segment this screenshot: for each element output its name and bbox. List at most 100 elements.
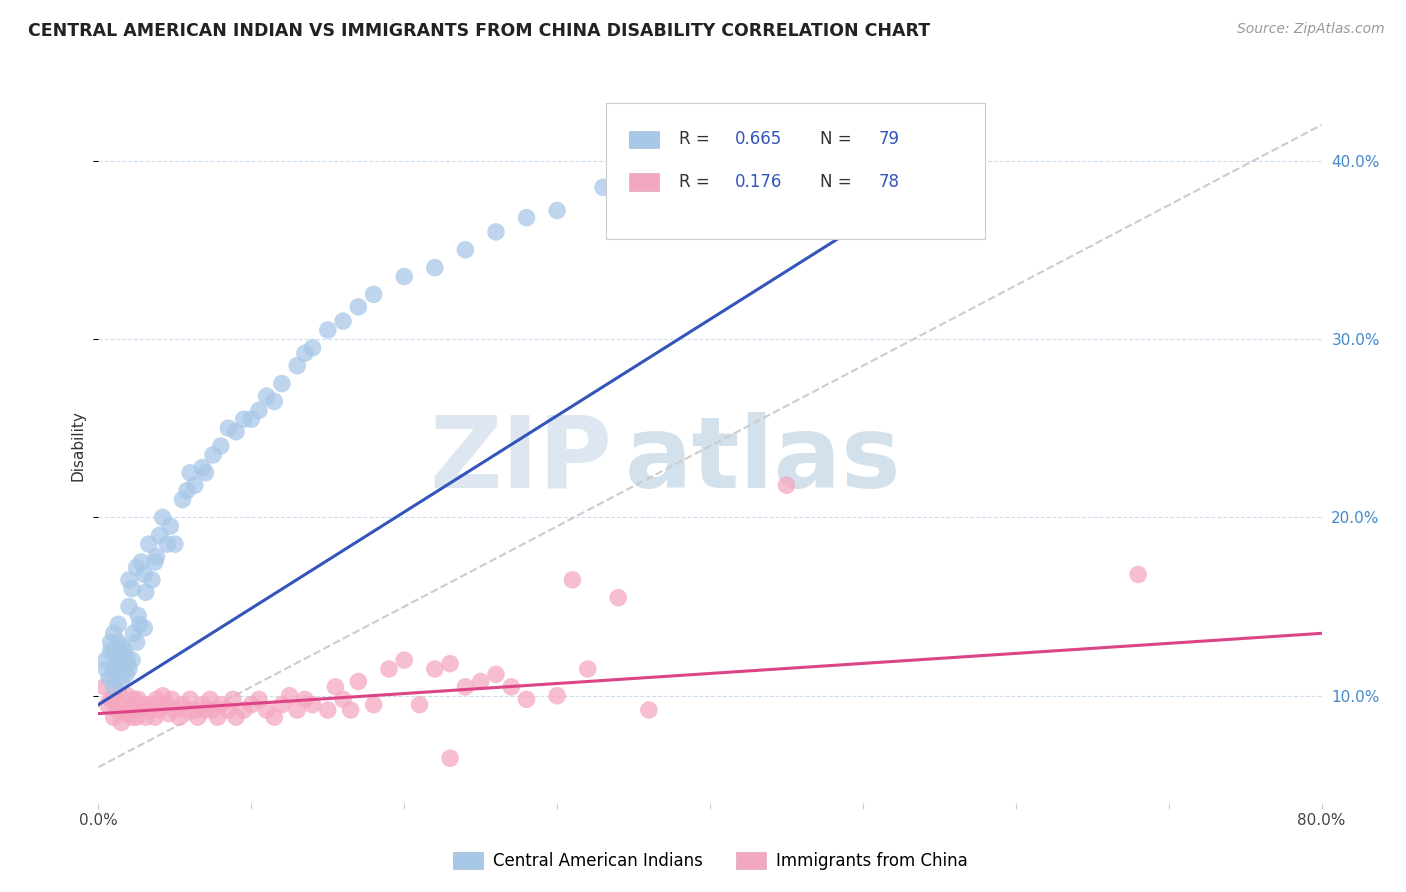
Text: 0.176: 0.176 (734, 173, 782, 191)
Text: 0.665: 0.665 (734, 130, 782, 148)
Point (332, 314, 354, 328)
Point (103, 710, 125, 724)
Text: N =: N = (820, 173, 858, 191)
Point (501, 680, 523, 694)
Point (217, 421, 239, 435)
Point (270, 376, 292, 391)
Point (105, 703, 128, 717)
Point (163, 703, 186, 717)
Point (202, 448, 225, 462)
Point (225, 710, 247, 724)
Point (107, 635, 129, 649)
Point (285, 703, 308, 717)
Point (100, 692, 122, 706)
Point (118, 573, 141, 587)
Point (240, 698, 263, 712)
Point (637, 171, 661, 186)
Text: R =: R = (679, 130, 716, 148)
Point (97, 698, 120, 712)
Point (100, 644, 122, 658)
Point (129, 703, 152, 717)
Point (439, 657, 461, 671)
Point (294, 346, 316, 360)
Point (184, 703, 207, 717)
Point (198, 692, 221, 706)
Text: N =: N = (820, 130, 858, 148)
Point (202, 703, 225, 717)
Point (247, 403, 270, 417)
Y-axis label: Disability: Disability (70, 410, 86, 482)
Point (561, 573, 583, 587)
Point (232, 703, 254, 717)
FancyBboxPatch shape (630, 173, 658, 191)
Point (209, 698, 232, 712)
Point (121, 710, 143, 724)
Point (423, 260, 446, 275)
Point (128, 617, 150, 632)
Point (454, 243, 477, 257)
Point (339, 703, 361, 717)
Point (172, 492, 194, 507)
Point (93, 680, 115, 694)
Point (125, 710, 148, 724)
Point (169, 710, 191, 724)
Point (107, 617, 129, 632)
Point (110, 639, 132, 653)
Point (135, 710, 157, 724)
Point (159, 519, 181, 533)
Point (263, 394, 285, 409)
Point (270, 698, 292, 712)
Point (325, 680, 347, 694)
Point (156, 537, 179, 551)
Point (163, 537, 186, 551)
Point (125, 635, 148, 649)
Point (160, 692, 183, 706)
Point (184, 478, 207, 492)
Point (134, 698, 156, 712)
Point (683, 153, 706, 168)
Point (110, 715, 132, 730)
Point (122, 692, 145, 706)
Point (118, 599, 141, 614)
Point (363, 287, 385, 301)
Point (108, 657, 131, 671)
Point (301, 341, 323, 355)
Point (155, 698, 177, 712)
Point (145, 692, 167, 706)
Point (263, 710, 285, 724)
Point (111, 698, 134, 712)
Point (94, 653, 117, 667)
Point (222, 692, 245, 706)
Point (363, 698, 385, 712)
Point (247, 692, 270, 706)
Point (347, 300, 370, 314)
Point (143, 710, 166, 724)
Point (187, 710, 209, 724)
Point (256, 703, 278, 717)
Point (546, 689, 568, 703)
Point (191, 460, 214, 475)
Point (176, 483, 198, 498)
Point (207, 710, 229, 724)
Point (117, 657, 139, 671)
Point (103, 644, 125, 658)
Point (115, 706, 138, 721)
Point (103, 692, 125, 706)
Point (129, 555, 152, 569)
Point (105, 653, 128, 667)
Point (790, 109, 813, 123)
FancyBboxPatch shape (606, 103, 986, 239)
Point (127, 608, 149, 623)
Point (117, 689, 139, 703)
Point (118, 662, 141, 676)
Point (637, 703, 661, 717)
Point (607, 591, 630, 605)
Point (110, 674, 132, 689)
Point (408, 698, 430, 712)
Point (115, 667, 138, 681)
Point (149, 528, 172, 542)
Point (316, 703, 339, 717)
Point (392, 653, 416, 667)
Point (172, 698, 194, 712)
Point (134, 567, 156, 582)
